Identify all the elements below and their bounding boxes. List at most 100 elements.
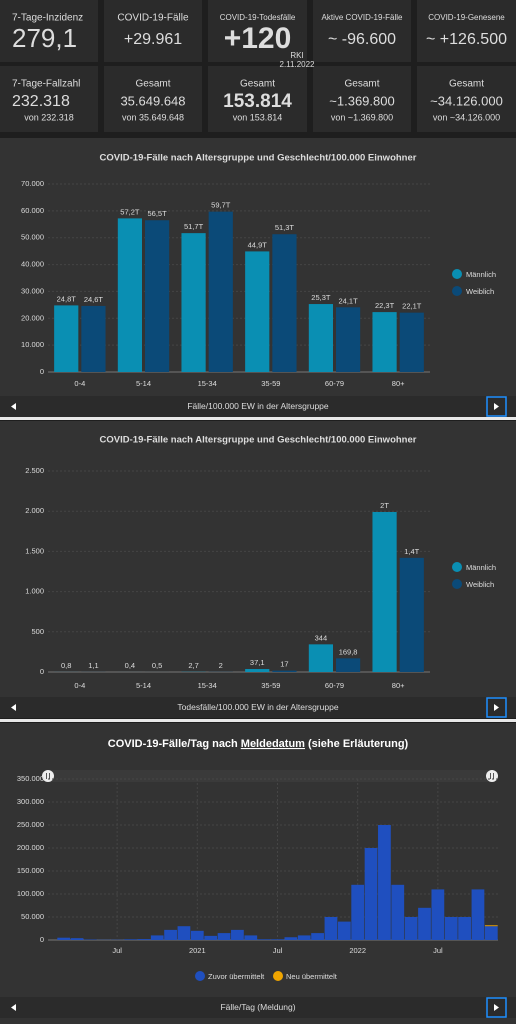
bar	[231, 929, 244, 940]
panel-separator	[0, 417, 516, 420]
kpi-title: COVID-19-Fälle	[117, 13, 189, 24]
bar	[257, 939, 271, 940]
kpi-title: COVID-19-Genesene	[428, 13, 505, 22]
y-tick-label: 30.000	[21, 286, 44, 295]
value-label: 44,9T	[248, 240, 268, 249]
kpi-tile	[0, 0, 98, 62]
nav-prev[interactable]	[11, 1004, 16, 1011]
kpi-sub: von 232.318	[24, 112, 74, 122]
bar	[311, 933, 324, 940]
kpi-value: 279,1	[12, 23, 77, 53]
bar	[164, 929, 177, 940]
bar	[150, 935, 164, 940]
bar	[245, 669, 270, 672]
legend-label: Weiblich	[466, 580, 494, 589]
kpi-title: Gesamt	[135, 79, 170, 90]
bar	[364, 848, 378, 940]
y-tick-label: 1.500	[25, 546, 44, 555]
bar	[297, 935, 311, 940]
bar	[372, 312, 397, 372]
legend-swatch	[452, 286, 462, 296]
bar	[431, 889, 445, 940]
stand-source: RKI	[290, 51, 303, 60]
legend-label: Männlich	[466, 270, 496, 279]
chart-title-part: COVID-19-Fälle/Tag nach	[108, 738, 238, 750]
value-label: 24,6T	[84, 295, 104, 304]
kpi-title: 7-Tage-Fallzahl	[12, 79, 80, 90]
value-label: 59,7T	[211, 201, 231, 210]
stand-date: 2.11.2022	[280, 60, 316, 69]
bar	[484, 925, 498, 927]
x-tick-label: 5-14	[136, 379, 151, 388]
y-tick-label: 2.500	[25, 466, 44, 475]
bar	[217, 933, 231, 940]
slider-handle[interactable]	[42, 770, 54, 782]
nav-next-box[interactable]	[486, 396, 507, 417]
kpi-title: Gesamt	[344, 79, 379, 90]
y-tick-label: 50.000	[21, 912, 44, 921]
y-tick-label: 0	[40, 935, 44, 944]
bar	[471, 889, 485, 940]
nav-next-box[interactable]	[486, 997, 507, 1018]
nav-next-box[interactable]	[486, 697, 507, 718]
kpi-tile	[417, 0, 516, 62]
kpi-tile	[313, 66, 411, 132]
chart-title: COVID-19-Fälle/Tag nach Meldedatum (siehe …	[108, 738, 409, 750]
chart-panel	[0, 421, 516, 718]
legend-swatch	[452, 269, 462, 279]
bar	[378, 825, 391, 940]
nav-next[interactable]	[494, 704, 499, 711]
bar	[70, 938, 84, 940]
legend-label: Zuvor übermittelt	[208, 972, 265, 981]
y-tick-label: 500	[31, 627, 44, 636]
nav-bar	[0, 697, 516, 718]
bar	[336, 307, 361, 372]
kpi-value: 153.814	[223, 91, 292, 112]
y-tick-label: 150.000	[17, 866, 44, 875]
value-label: 22,1T	[402, 302, 422, 311]
legend-swatch	[452, 579, 462, 589]
kpi-tile	[417, 66, 516, 132]
bar	[458, 917, 471, 940]
chart-title: COVID-19-Fälle nach Altersgruppe und Ges…	[100, 435, 417, 446]
x-tick-label: 0-4	[74, 379, 85, 388]
nav-prev[interactable]	[11, 403, 16, 410]
y-tick-label: 10.000	[21, 340, 44, 349]
x-tick-label: 15-34	[198, 379, 217, 388]
bar	[272, 234, 297, 372]
value-label: 51,7T	[184, 222, 204, 231]
x-tick-label: 35-59	[261, 379, 280, 388]
x-axis-label: Todesfälle/100.000 EW in der Altersgrupp…	[177, 702, 338, 712]
bar	[324, 917, 338, 940]
y-tick-label: 350.000	[17, 774, 44, 783]
bar	[54, 305, 79, 372]
bar	[117, 218, 142, 372]
legend-label: Weiblich	[466, 287, 494, 296]
range-slider[interactable]	[48, 770, 492, 782]
kpi-tile	[208, 0, 307, 62]
legend-swatch	[273, 971, 283, 981]
bar	[272, 670, 297, 672]
value-label: 2	[219, 661, 223, 670]
x-tick-label: 15-34	[198, 681, 217, 690]
value-label: 57,2T	[120, 207, 140, 216]
slider-handle[interactable]	[486, 770, 498, 782]
nav-next[interactable]	[494, 403, 499, 410]
value-label: 51,3T	[275, 223, 295, 232]
y-tick-label: 0	[40, 667, 44, 676]
nav-bar	[0, 396, 516, 417]
value-label: 344	[315, 633, 328, 642]
chart-title-part: (siehe Erläuterung)	[308, 738, 409, 750]
kpi-value: 232.318	[12, 93, 70, 110]
bar	[177, 926, 191, 940]
nav-next[interactable]	[494, 1004, 499, 1011]
bar	[145, 220, 170, 372]
nav-prev[interactable]	[11, 704, 16, 711]
x-tick-label: Jul	[112, 946, 122, 955]
kpi-tile	[104, 0, 202, 62]
value-label: 2,7	[188, 661, 198, 670]
x-tick-label: 80+	[392, 681, 405, 690]
bar	[208, 211, 233, 372]
bar	[124, 939, 137, 940]
bar	[391, 884, 405, 940]
